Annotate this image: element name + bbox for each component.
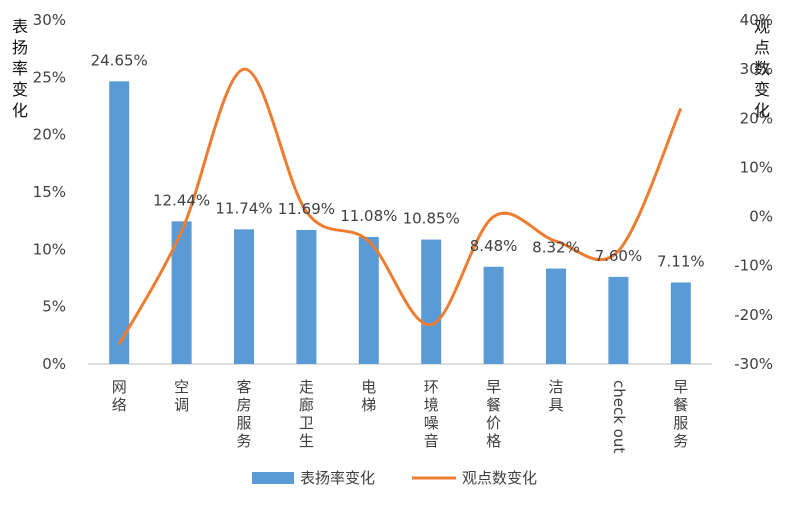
bar-data-label: 7.60%: [595, 247, 643, 265]
category-label-char: 络: [112, 396, 127, 414]
bar: [109, 81, 130, 364]
right-tick-label: 40%: [740, 11, 773, 29]
category-label-char: 服: [673, 414, 688, 432]
category-label-char: 早: [486, 378, 501, 396]
category-label-char: 服: [236, 414, 251, 432]
category-label-char: 客: [236, 378, 251, 396]
left-tick-label: 5%: [42, 298, 66, 316]
category-label-char: 音: [424, 432, 439, 450]
right-tick-label: -10%: [734, 257, 773, 275]
y-axis-title-char: 扬: [12, 38, 28, 57]
category-label: 洁具: [548, 378, 563, 414]
left-tick-label: 20%: [33, 126, 66, 144]
left-tick-label: 0%: [42, 355, 66, 373]
category-label-char: 环: [424, 378, 439, 396]
category-label-char: 生: [299, 432, 314, 450]
category-label-char: 洁: [548, 378, 563, 396]
right-tick-label: 10%: [740, 158, 773, 176]
y2-axis-title-char: 变: [754, 80, 770, 99]
category-label-char: 调: [174, 396, 189, 414]
y-axis-title-char: 率: [12, 59, 28, 78]
data-labels: 24.65% 12.44% 11.74% 11.69% 11.08% 10.85% 8.48…: [91, 51, 705, 270]
left-tick-label: 10%: [33, 240, 66, 258]
category-label: check out: [610, 380, 628, 453]
category-label: 电梯: [361, 378, 376, 414]
category-label-char: 格: [486, 432, 501, 450]
y-axis-title-char: 化: [12, 101, 28, 120]
category-label-char: 电: [361, 378, 376, 396]
left-axis-ticks: 0% 5% 10% 15% 20% 25% 30%: [33, 11, 66, 373]
bar-data-label: 11.74%: [215, 199, 272, 217]
right-tick-label: -20%: [734, 306, 773, 324]
right-tick-label: 0%: [749, 208, 773, 226]
bar-data-label: 24.65%: [91, 51, 148, 69]
y2-axis-title-char: 观: [754, 17, 770, 36]
category-label-char: 餐: [673, 396, 688, 414]
bar: [483, 266, 504, 364]
legend-line-label: 观点数变化: [462, 469, 537, 487]
bar: [171, 221, 192, 364]
left-tick-label: 25%: [33, 68, 66, 86]
legend-bar-swatch: [252, 472, 294, 484]
y2-axis-title-char: 化: [754, 101, 770, 120]
bar-data-label: 11.69%: [278, 200, 335, 218]
category-label-char: 餐: [486, 396, 501, 414]
right-tick-label: 30%: [740, 60, 773, 78]
bar: [296, 229, 317, 364]
bar: [358, 236, 379, 364]
category-label-char: 走: [299, 378, 314, 396]
bar-data-label: 10.85%: [403, 210, 460, 228]
category-label-char: 廊: [299, 396, 314, 414]
category-label-char: 务: [236, 432, 251, 450]
left-tick-label: 15%: [33, 183, 66, 201]
bar-series: [109, 81, 691, 364]
bar: [234, 229, 254, 364]
category-label-char: 网: [112, 378, 127, 396]
y2-axis-title-char: 点: [754, 38, 770, 57]
legend-bar-label: 表扬率变化: [300, 469, 375, 487]
bar-data-label: 8.48%: [470, 237, 518, 255]
y2-axis-title: 观点数变化: [754, 17, 770, 120]
category-label-char: 空: [174, 378, 189, 396]
bar: [421, 239, 442, 364]
left-tick-label: 30%: [33, 11, 66, 29]
right-tick-label: -30%: [734, 355, 773, 373]
bar: [670, 282, 691, 364]
category-label-char: 境: [424, 396, 439, 414]
line-path: [117, 67, 683, 346]
bar-data-label: 7.11%: [657, 252, 705, 270]
y-axis-title: 表扬率变化: [12, 17, 28, 120]
bar-data-label: 11.08%: [340, 207, 397, 225]
category-label-char: 噪: [424, 414, 439, 432]
category-label-char: 卫: [299, 414, 314, 432]
y-axis-title-char: 表: [12, 17, 28, 36]
category-label-char: 价: [486, 414, 501, 432]
bar-data-label: 12.44%: [153, 191, 210, 209]
right-tick-label: 20%: [740, 109, 773, 127]
y2-axis-title-char: 数: [754, 59, 770, 78]
legend: 表扬率变化 观点数变化: [252, 469, 537, 487]
category-label-char: 早: [673, 378, 688, 396]
bar: [608, 276, 629, 364]
category-label: 空调: [174, 378, 189, 414]
category-label-char: 房: [236, 396, 251, 414]
category-label-char: 梯: [361, 396, 376, 414]
bar-data-label: 8.32%: [532, 239, 580, 257]
y-axis-title-char: 变: [12, 80, 28, 99]
category-label: 网络: [112, 378, 127, 414]
line-series: [117, 67, 683, 346]
category-label-char: 务: [673, 432, 688, 450]
bar: [546, 268, 566, 364]
right-axis-ticks: -30% -20% -10% 0% 10% 20% 30% 40%: [734, 11, 773, 373]
category-label-char: 具: [548, 396, 563, 414]
